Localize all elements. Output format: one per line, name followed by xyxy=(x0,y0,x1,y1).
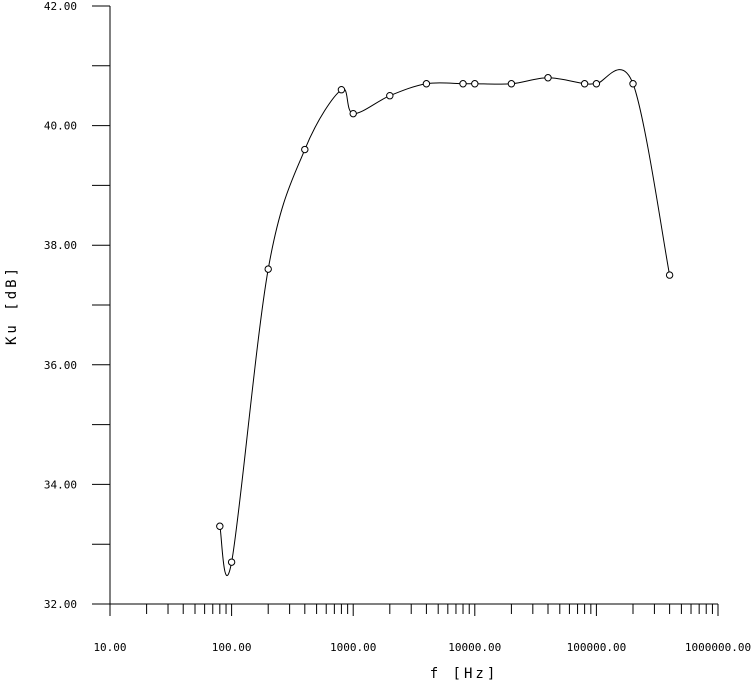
data-point xyxy=(580,80,589,88)
y-tick-label: 34.00 xyxy=(44,478,77,491)
y-tick-label: 42.00 xyxy=(44,0,77,13)
y-tick-label: 38.00 xyxy=(44,239,77,252)
axes xyxy=(109,6,718,605)
x-tick-label: 100000.00 xyxy=(567,641,627,654)
data-point xyxy=(665,271,674,279)
markers xyxy=(216,74,674,566)
x-tick-label: 100.00 xyxy=(212,641,252,654)
x-tick-label: 1000000.00 xyxy=(685,641,751,654)
data-point xyxy=(507,80,516,88)
data-point xyxy=(459,80,467,88)
data-point xyxy=(471,80,479,88)
y-tick-label: 36.00 xyxy=(44,359,77,372)
x-axis-title: f [Hz] xyxy=(430,666,499,682)
data-point xyxy=(592,80,601,88)
y-tick-label: 40.00 xyxy=(44,120,77,133)
x-tick-label: 1000.00 xyxy=(330,641,376,654)
ticks: 10.00 100.00 1000.00 10000.00 100000.00 10000… xyxy=(44,0,751,654)
data-point xyxy=(337,86,346,94)
data-point xyxy=(216,522,224,530)
data-point xyxy=(629,80,637,88)
data-point xyxy=(264,265,272,273)
series-curve xyxy=(219,69,671,576)
data-point xyxy=(386,92,394,100)
data-point xyxy=(349,109,357,118)
y-tick-label: 32.00 xyxy=(44,598,77,611)
data-point xyxy=(301,145,309,154)
x-tick-label: 10.00 xyxy=(93,641,126,654)
data-point xyxy=(227,558,236,566)
x-tick-label: 10000.00 xyxy=(448,641,501,654)
data-point xyxy=(422,80,431,88)
data-point xyxy=(544,74,552,82)
y-axis-title: Ku [dB] xyxy=(4,265,20,345)
